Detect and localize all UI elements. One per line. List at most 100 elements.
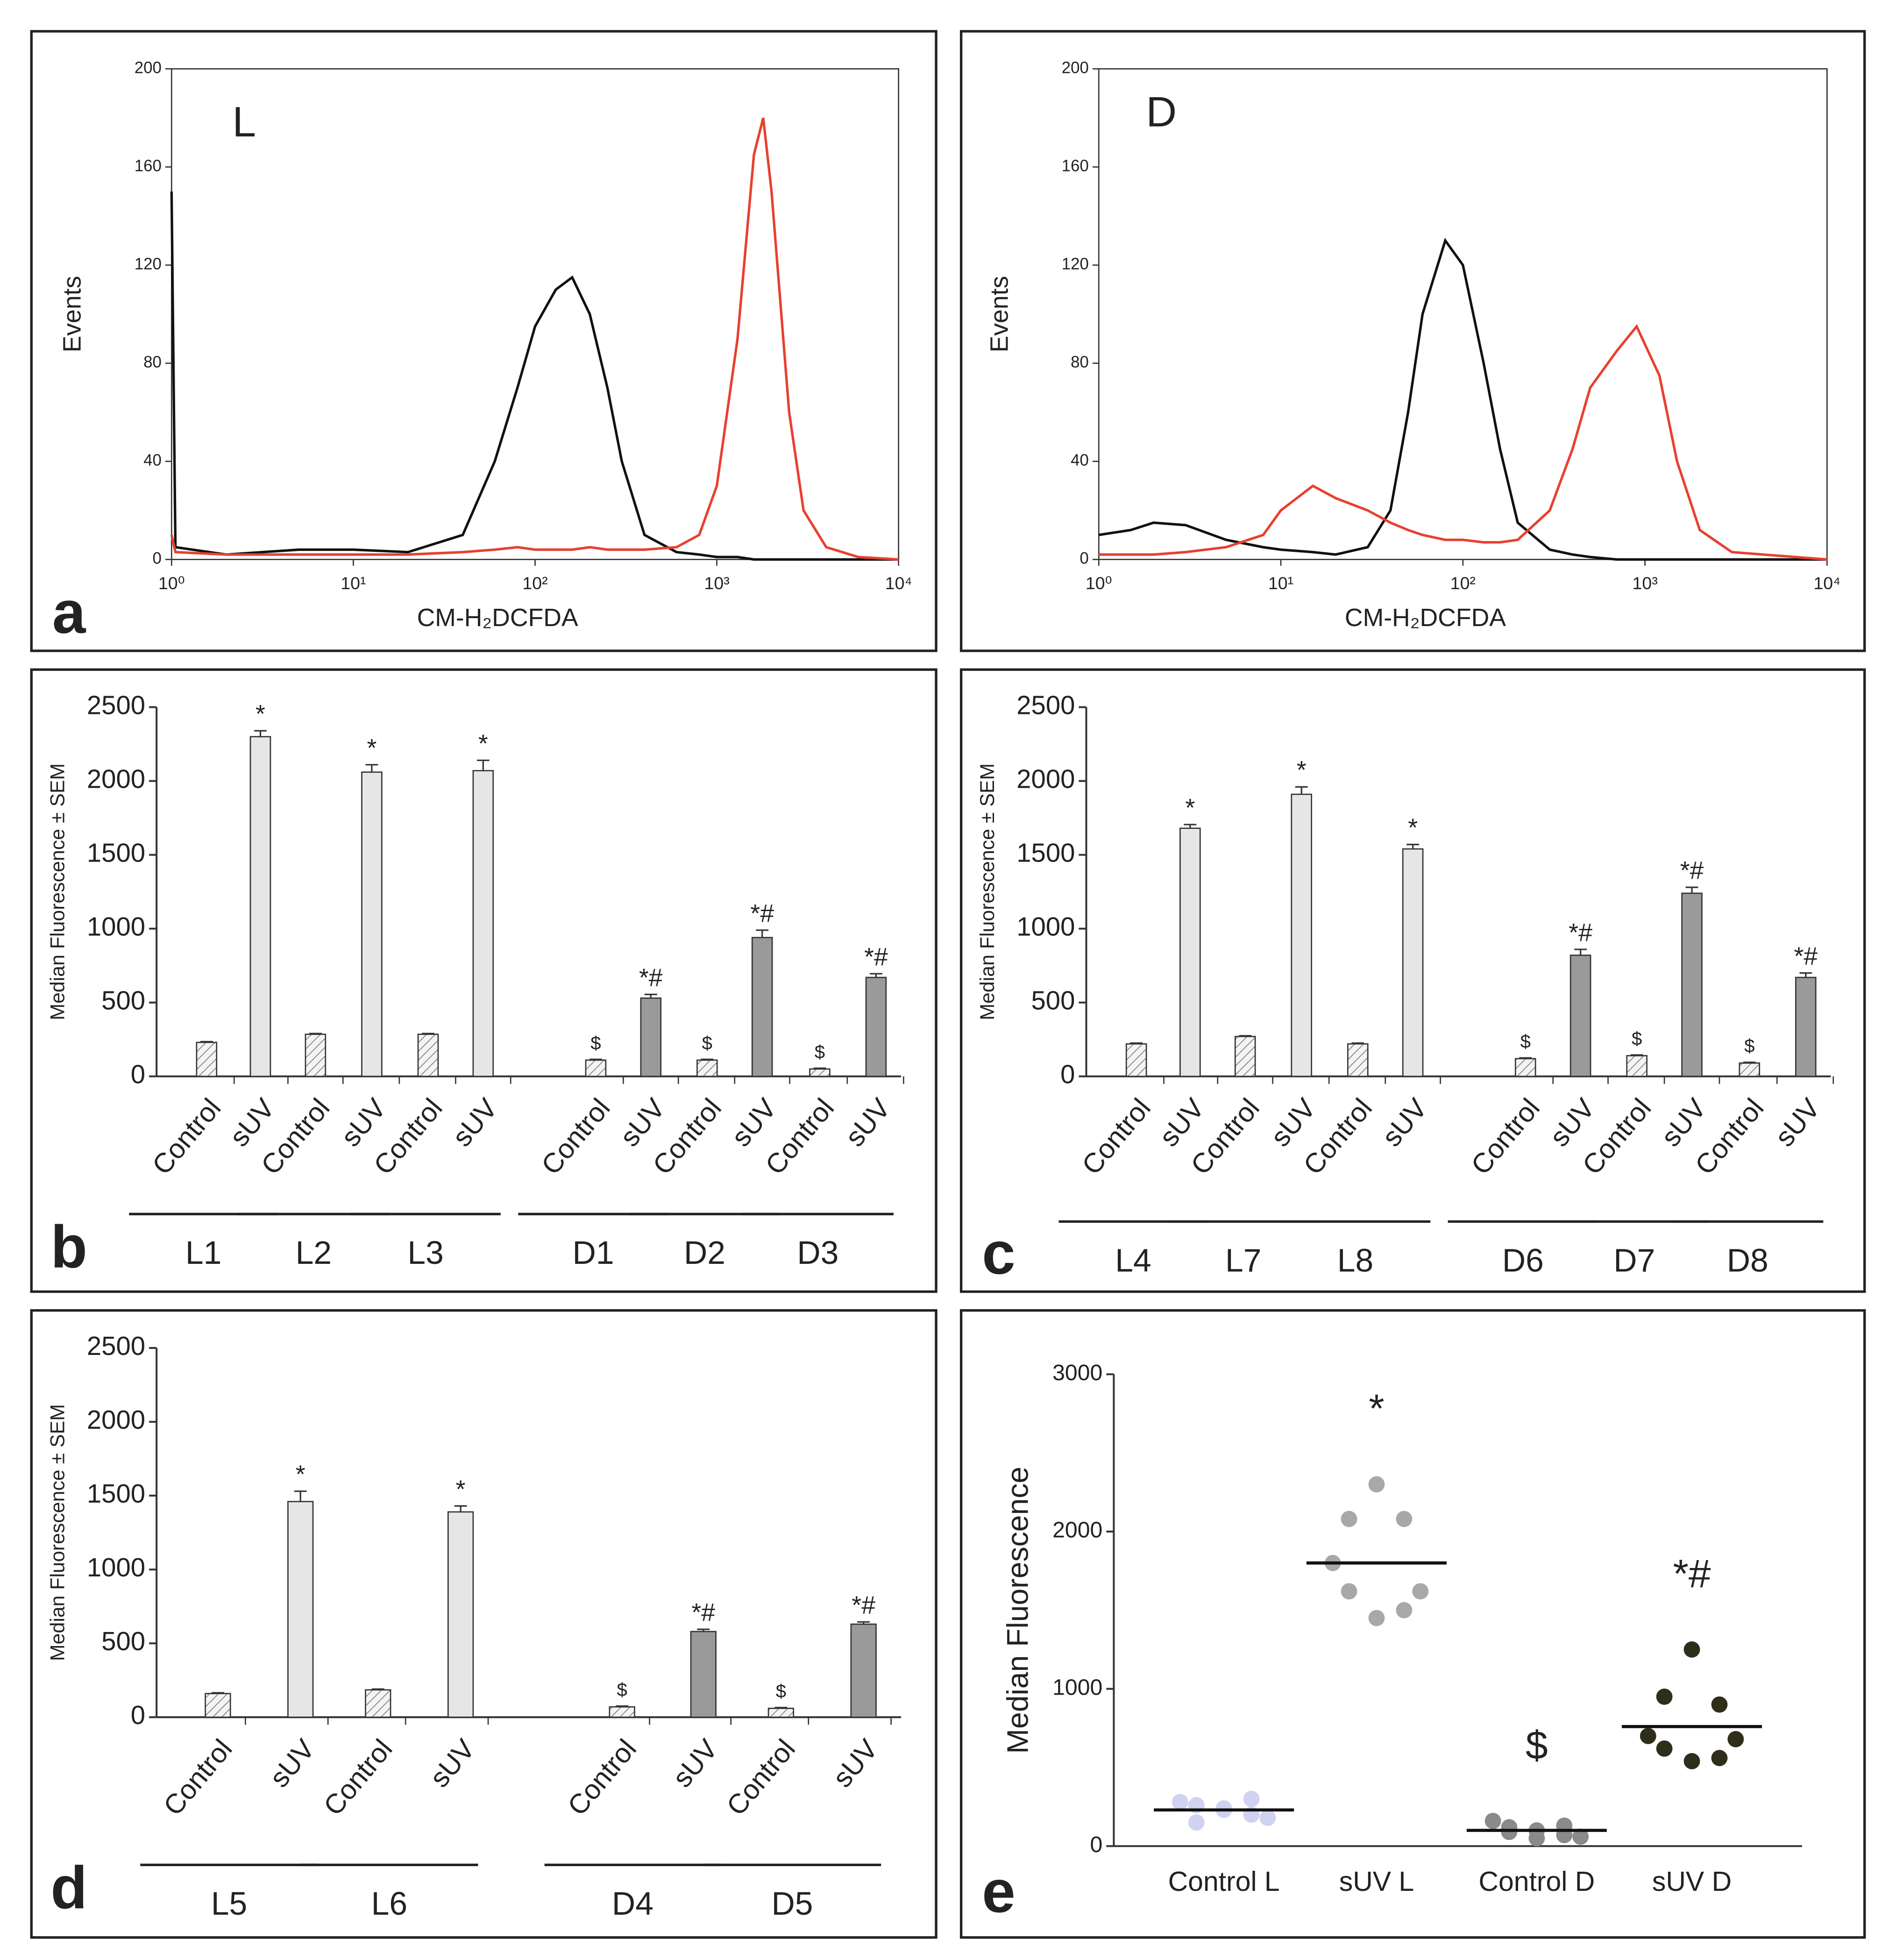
y-tick-label: 0 <box>131 1060 145 1089</box>
y-tick-label: 0 <box>131 1700 145 1730</box>
error-bar <box>1295 786 1308 795</box>
plot-frame <box>1098 68 1828 560</box>
group-label: L1 <box>185 1234 221 1271</box>
category-label: sUV <box>1377 1093 1434 1153</box>
category-label: sUV <box>839 1093 896 1153</box>
data-point <box>1484 1812 1501 1829</box>
error-bar <box>212 1692 224 1694</box>
error-bar <box>1519 1057 1532 1059</box>
category-label: sUV <box>827 1733 884 1793</box>
panel-frame <box>30 1309 937 1939</box>
panel-frame <box>959 30 1866 652</box>
x-tick-label: 10² <box>1450 573 1476 593</box>
data-point <box>1727 1731 1744 1747</box>
bar <box>205 1693 231 1718</box>
significance-label: * <box>1185 794 1195 822</box>
category-label: Control <box>147 1093 227 1180</box>
data-point <box>1215 1800 1232 1817</box>
bar <box>361 771 383 1077</box>
histogram-line <box>1099 324 1827 561</box>
bar <box>1402 848 1424 1077</box>
error-bar <box>756 929 769 938</box>
y-tick-label: 40 <box>1071 451 1089 470</box>
significance-label: * <box>456 1475 466 1503</box>
error-bar <box>701 1058 714 1061</box>
histogram-line <box>170 117 899 561</box>
error-bar <box>774 1707 788 1709</box>
category-label: sUV D <box>1652 1867 1732 1897</box>
y-tick-label: 2000 <box>87 1405 145 1434</box>
y-axis-label: Events <box>986 276 1014 353</box>
y-axis-label: Median Fluorescence <box>1001 1467 1035 1754</box>
y-tick-label: 1000 <box>1052 1675 1102 1700</box>
bar <box>1739 1062 1761 1077</box>
error-bar <box>1685 886 1698 893</box>
significance-label: $ <box>617 1679 627 1700</box>
y-axis-label: Median Fluorescence ± SEM <box>47 1404 69 1661</box>
bar <box>696 1059 718 1077</box>
bar <box>850 1623 877 1718</box>
significance-label: *# <box>639 964 663 991</box>
x-tick-label: 10⁰ <box>158 573 185 593</box>
category-label: sUV L <box>1339 1867 1414 1897</box>
bar <box>1347 1043 1369 1077</box>
y-tick-label: 2500 <box>1016 690 1075 720</box>
bar <box>751 937 773 1077</box>
plot-frame <box>170 68 900 560</box>
bar <box>417 1033 439 1077</box>
data-point <box>1683 1753 1700 1769</box>
data-point <box>1656 1689 1673 1705</box>
y-tick-label: 0 <box>1090 1832 1103 1857</box>
category-label: Control D <box>1478 1867 1595 1897</box>
error-bar <box>1799 972 1812 977</box>
significance-label: *# <box>691 1599 715 1626</box>
data-point <box>1259 1810 1276 1826</box>
bar <box>249 736 271 1077</box>
x-axis-label: CM-H₂DCFDA <box>417 604 578 632</box>
data-point <box>1396 1511 1413 1527</box>
error-bar <box>1630 1054 1643 1056</box>
panel-frame <box>30 668 937 1293</box>
error-bar <box>616 1705 629 1707</box>
y-tick-label: 120 <box>135 255 162 273</box>
y-tick-label: 1000 <box>87 912 145 941</box>
group-label: D7 <box>1613 1242 1655 1278</box>
y-tick-label: 160 <box>135 157 162 175</box>
error-bar <box>589 1058 602 1061</box>
y-tick-label: 2000 <box>1016 764 1075 793</box>
data-point <box>1501 1819 1518 1836</box>
bar <box>585 1059 607 1077</box>
significance-label: * <box>1297 756 1307 784</box>
y-tick-label: 1500 <box>87 838 145 867</box>
y-tick-label: 1500 <box>1016 838 1075 867</box>
group-label: D8 <box>1727 1242 1768 1278</box>
error-bar <box>200 1041 213 1043</box>
bar <box>690 1631 717 1718</box>
error-bar <box>697 1628 710 1632</box>
group-label: L3 <box>407 1234 443 1271</box>
data-point <box>1711 1696 1728 1713</box>
significance-label: * <box>256 700 265 728</box>
inset-label: L <box>232 99 256 146</box>
error-bar <box>813 1067 826 1069</box>
group-label: L4 <box>1115 1242 1151 1278</box>
error-bar <box>476 759 490 771</box>
data-point <box>1341 1511 1357 1527</box>
y-tick-label: 2000 <box>1052 1518 1102 1543</box>
error-bar <box>857 1621 870 1625</box>
significance-label: *# <box>1794 943 1818 970</box>
data-point <box>1528 1830 1545 1846</box>
data-point <box>1368 1476 1385 1493</box>
y-tick-label: 500 <box>101 986 145 1015</box>
bar <box>1514 1058 1536 1077</box>
y-axis-label: Median Fluorescence ± SEM <box>47 763 69 1020</box>
data-point <box>1172 1794 1188 1810</box>
category-label: Control <box>721 1734 801 1821</box>
significance-label: $ <box>1520 1031 1531 1052</box>
data-point <box>1711 1750 1728 1767</box>
error-bar <box>371 1688 384 1690</box>
significance-label: *# <box>750 900 774 927</box>
